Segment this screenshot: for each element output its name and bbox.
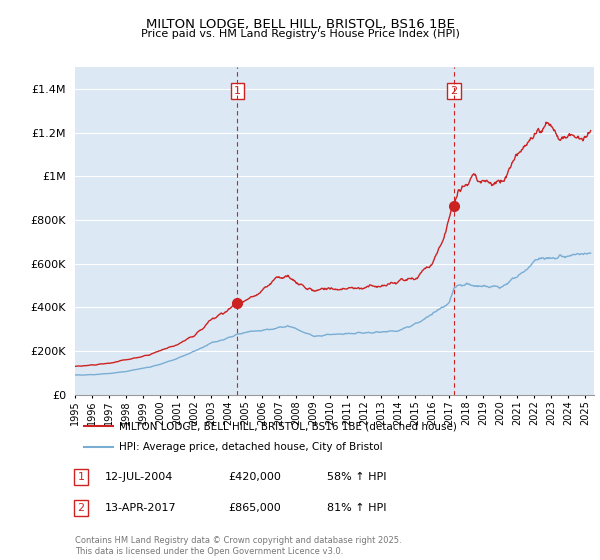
Text: 13-APR-2017: 13-APR-2017 — [105, 503, 176, 513]
Text: MILTON LODGE, BELL HILL, BRISTOL, BS16 1BE: MILTON LODGE, BELL HILL, BRISTOL, BS16 1… — [146, 18, 454, 31]
Text: 1: 1 — [77, 472, 85, 482]
Text: £865,000: £865,000 — [228, 503, 281, 513]
Text: Price paid vs. HM Land Registry's House Price Index (HPI): Price paid vs. HM Land Registry's House … — [140, 29, 460, 39]
Text: MILTON LODGE, BELL HILL, BRISTOL, BS16 1BE (detached house): MILTON LODGE, BELL HILL, BRISTOL, BS16 1… — [119, 421, 457, 431]
Text: 2: 2 — [451, 86, 458, 96]
Text: HPI: Average price, detached house, City of Bristol: HPI: Average price, detached house, City… — [119, 442, 383, 452]
Text: 12-JUL-2004: 12-JUL-2004 — [105, 472, 173, 482]
Text: 1: 1 — [233, 86, 241, 96]
Text: £420,000: £420,000 — [228, 472, 281, 482]
Text: Contains HM Land Registry data © Crown copyright and database right 2025.
This d: Contains HM Land Registry data © Crown c… — [75, 536, 401, 556]
Text: 81% ↑ HPI: 81% ↑ HPI — [327, 503, 386, 513]
Text: 58% ↑ HPI: 58% ↑ HPI — [327, 472, 386, 482]
Text: 2: 2 — [77, 503, 85, 513]
